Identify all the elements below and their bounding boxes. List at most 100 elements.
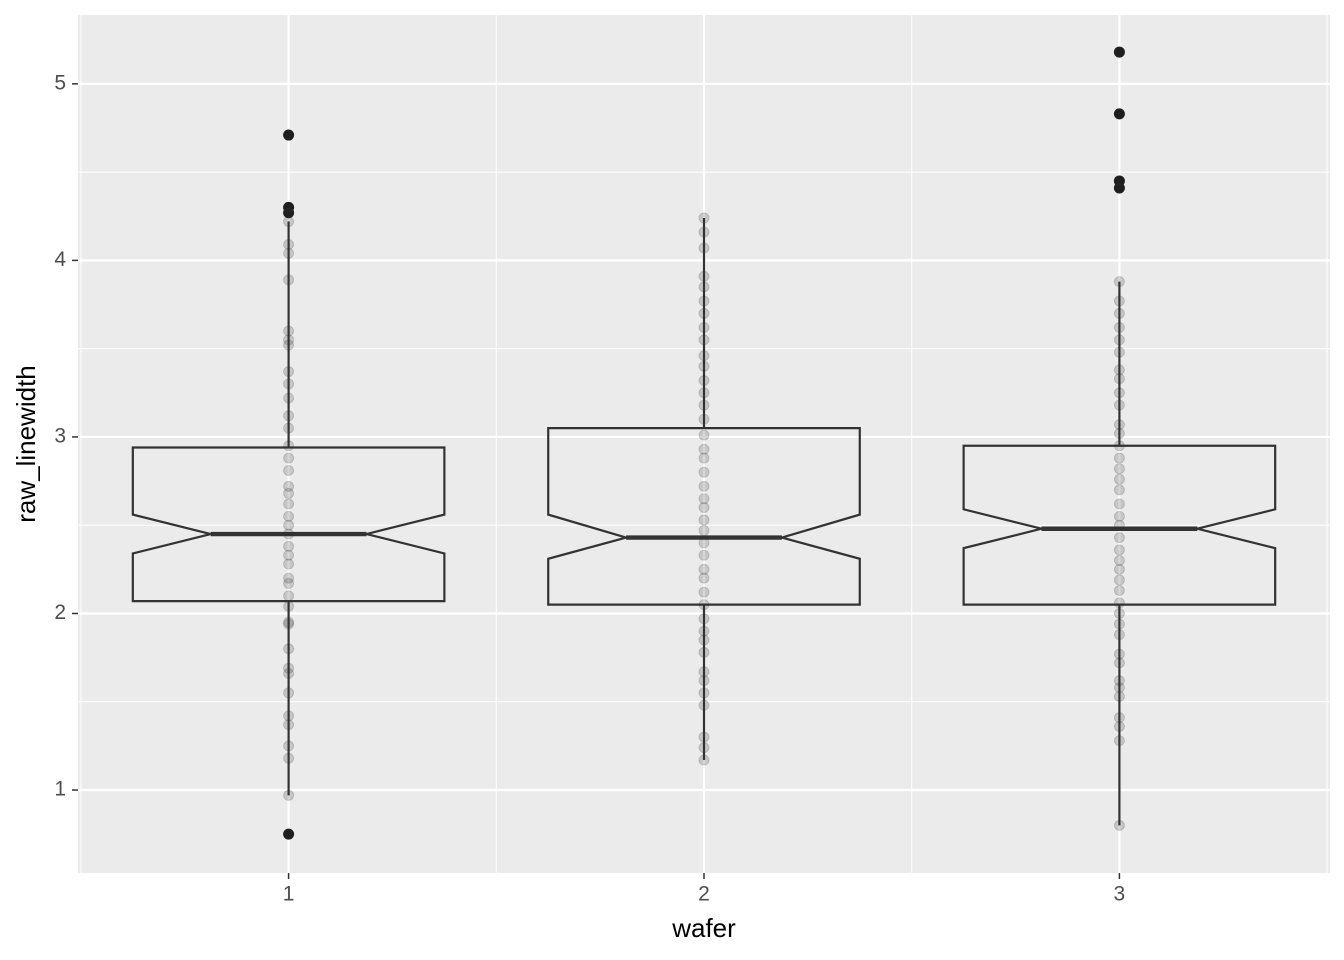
data-point <box>698 350 710 362</box>
data-point <box>1113 334 1125 346</box>
data-point <box>283 740 295 752</box>
data-point <box>283 600 295 612</box>
data-point <box>698 226 710 238</box>
data-point <box>698 466 710 478</box>
data-point <box>1113 463 1125 475</box>
data-point <box>698 429 710 441</box>
data-point <box>283 325 295 337</box>
data-point <box>1113 682 1125 694</box>
outlier <box>283 207 295 219</box>
data-point <box>1113 720 1125 732</box>
data-point <box>1113 182 1125 194</box>
data-point <box>698 307 710 319</box>
data-point <box>1113 175 1125 187</box>
data-point <box>698 675 710 687</box>
data-point <box>1113 419 1125 431</box>
data-point <box>1113 399 1125 411</box>
data-point <box>283 662 295 674</box>
data-point <box>698 295 710 307</box>
data-point <box>283 540 295 552</box>
data-point <box>283 668 295 680</box>
data-point <box>283 558 295 570</box>
data-point <box>1113 690 1125 702</box>
data-point <box>698 731 710 743</box>
outlier <box>283 828 295 840</box>
data-point <box>698 625 710 637</box>
outlier <box>1113 182 1125 194</box>
data-point <box>1113 819 1125 831</box>
data-point <box>283 498 295 510</box>
x-tick-label: 3 <box>1114 883 1126 906</box>
data-point <box>1113 427 1125 439</box>
data-point <box>698 699 710 711</box>
data-point <box>1113 597 1125 609</box>
data-point <box>1113 574 1125 586</box>
data-point <box>1113 675 1125 687</box>
data-point <box>283 410 295 422</box>
data-point <box>698 493 710 505</box>
x-axis-title: wafer <box>671 913 736 943</box>
data-point <box>698 480 710 492</box>
data-point <box>698 270 710 282</box>
data-point <box>698 321 710 333</box>
data-point <box>698 687 710 699</box>
data-point <box>1113 498 1125 510</box>
data-point <box>1113 519 1125 531</box>
outlier <box>283 129 295 141</box>
data-point <box>698 242 710 254</box>
data-point <box>1113 364 1125 376</box>
data-point <box>283 618 295 630</box>
data-point <box>283 129 295 141</box>
data-point <box>1113 735 1125 747</box>
data-point <box>1113 657 1125 669</box>
data-point <box>698 599 710 611</box>
data-point <box>1113 544 1125 556</box>
data-point <box>698 754 710 766</box>
data-point <box>1113 373 1125 385</box>
data-point <box>283 464 295 476</box>
data-point <box>1113 629 1125 641</box>
x-tick-label: 1 <box>283 883 295 906</box>
data-point <box>698 525 710 537</box>
data-point <box>283 687 295 699</box>
data-point <box>1113 473 1125 485</box>
data-point <box>698 742 710 754</box>
data-point <box>1113 307 1125 319</box>
data-point <box>283 828 295 840</box>
data-point <box>283 549 295 561</box>
data-point <box>1113 440 1125 452</box>
data-point <box>283 339 295 351</box>
data-point <box>283 216 295 228</box>
data-point <box>698 212 710 224</box>
data-point <box>283 528 295 540</box>
data-point <box>283 752 295 764</box>
data-point <box>283 519 295 531</box>
outlier <box>1113 46 1125 58</box>
data-point <box>283 487 295 499</box>
box <box>131 446 446 603</box>
data-point <box>1113 563 1125 575</box>
data-point <box>1113 555 1125 567</box>
data-point <box>283 710 295 722</box>
data-point <box>698 572 710 584</box>
data-point <box>283 616 295 628</box>
data-point <box>1113 532 1125 544</box>
y-tick-label: 4 <box>54 248 66 271</box>
data-point <box>698 387 710 399</box>
data-point <box>698 634 710 646</box>
data-point <box>283 643 295 655</box>
data-point <box>698 374 710 386</box>
data-point <box>1113 585 1125 597</box>
data-point <box>283 510 295 522</box>
data-point <box>283 440 295 452</box>
data-point <box>1113 321 1125 333</box>
data-point <box>283 207 295 219</box>
data-point <box>1113 712 1125 724</box>
x-tick-label: 2 <box>698 883 710 906</box>
data-point <box>1113 295 1125 307</box>
y-tick-label: 3 <box>54 424 66 447</box>
data-point <box>1113 618 1125 630</box>
data-point <box>283 392 295 404</box>
data-point <box>283 572 295 584</box>
data-point <box>283 201 295 213</box>
